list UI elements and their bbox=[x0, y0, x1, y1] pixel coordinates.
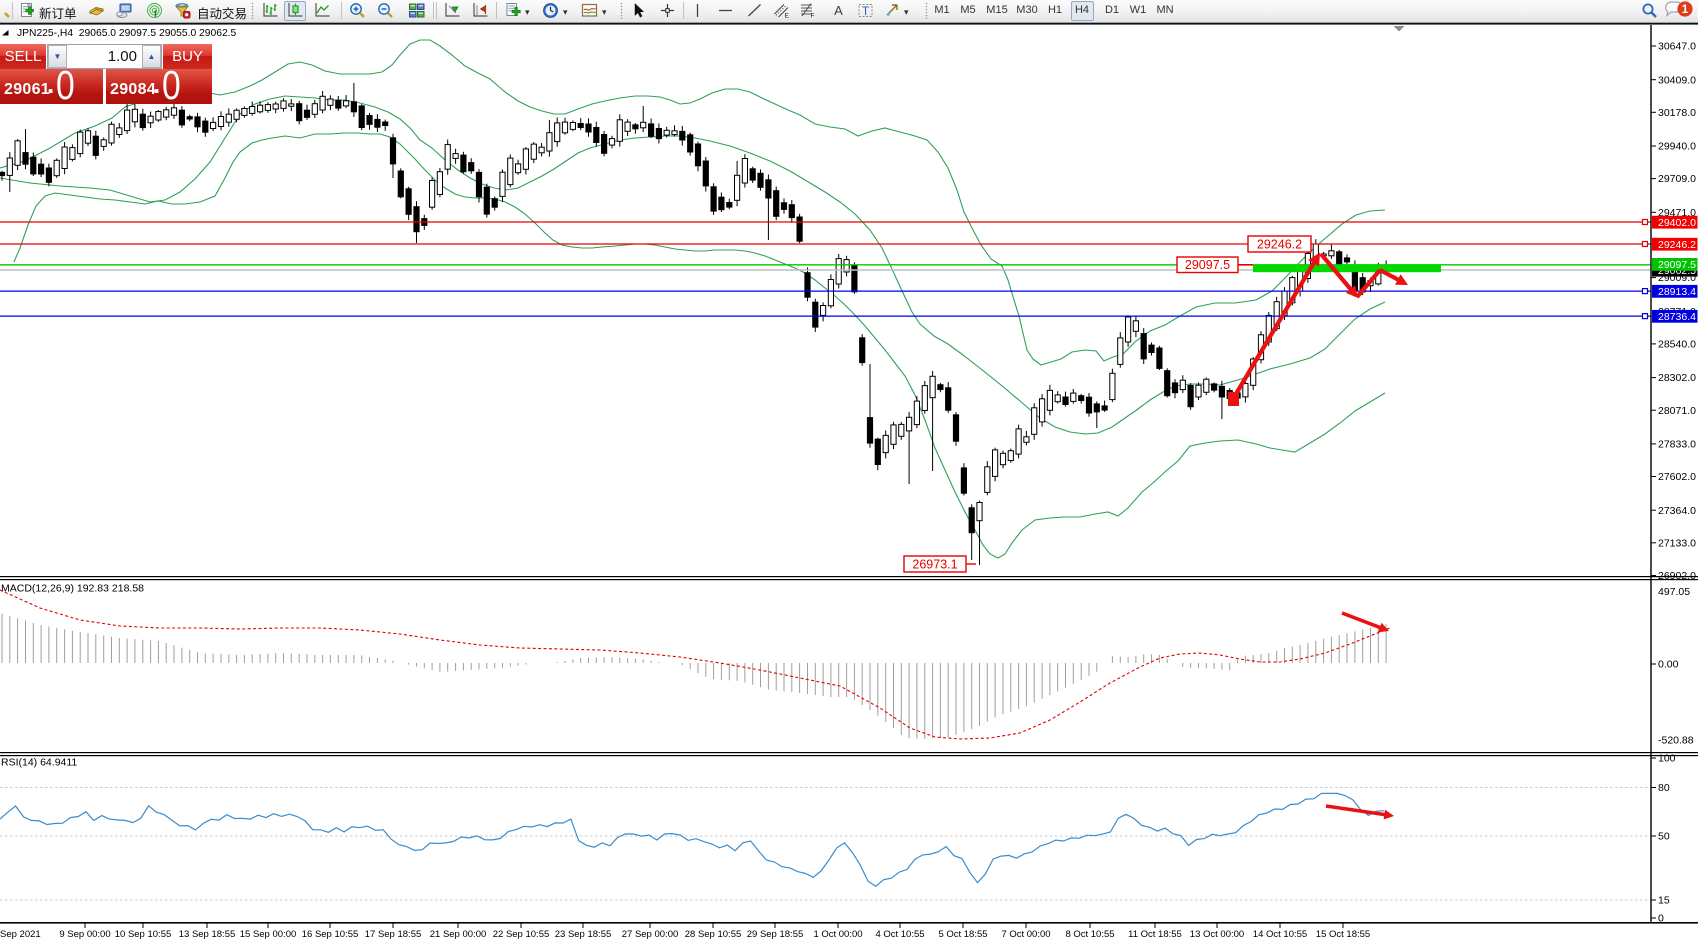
svg-text:28540.0: 28540.0 bbox=[1658, 339, 1696, 351]
svg-text:29246.2: 29246.2 bbox=[1257, 237, 1302, 251]
svg-text:11 Oct 18:55: 11 Oct 18:55 bbox=[1128, 929, 1182, 940]
svg-text:26973.1: 26973.1 bbox=[912, 557, 957, 571]
svg-text:29246.2: 29246.2 bbox=[1658, 239, 1696, 251]
svg-text:29097.5: 29097.5 bbox=[1658, 259, 1696, 271]
svg-text:-520.88: -520.88 bbox=[1658, 735, 1694, 747]
svg-text:29709.0: 29709.0 bbox=[1658, 173, 1696, 185]
svg-text:27 Sep 00:00: 27 Sep 00:00 bbox=[622, 929, 679, 940]
svg-text:27364.0: 27364.0 bbox=[1658, 505, 1696, 517]
svg-text:10 Sep 10:55: 10 Sep 10:55 bbox=[115, 929, 172, 940]
svg-text:15: 15 bbox=[1658, 895, 1670, 907]
svg-text:30409.0: 30409.0 bbox=[1658, 74, 1696, 86]
svg-text:0.00: 0.00 bbox=[1658, 659, 1679, 671]
svg-text:F: F bbox=[811, 13, 815, 20]
svg-text:MACD(12,26,9) 192.83 218.58: MACD(12,26,9) 192.83 218.58 bbox=[1, 583, 144, 595]
svg-text:23 Sep 18:55: 23 Sep 18:55 bbox=[555, 929, 612, 940]
svg-text:RSI(14) 64.9411: RSI(14) 64.9411 bbox=[1, 757, 77, 769]
svg-text:JPN225-,H4 29065.0 29097.5 29: JPN225-,H4 29065.0 29097.5 29055.0 29062… bbox=[17, 28, 237, 39]
svg-text:8 Oct 10:55: 8 Oct 10:55 bbox=[1065, 929, 1114, 940]
svg-text:28071.0: 28071.0 bbox=[1658, 405, 1696, 417]
svg-text:15 Oct 18:55: 15 Oct 18:55 bbox=[1316, 929, 1370, 940]
svg-text:A: A bbox=[834, 3, 843, 18]
svg-text:9 Sep 00:00: 9 Sep 00:00 bbox=[59, 929, 110, 940]
svg-text:28913.4: 28913.4 bbox=[1658, 286, 1696, 298]
svg-text:15 Sep 00:00: 15 Sep 00:00 bbox=[240, 929, 297, 940]
svg-text:21 Sep 00:00: 21 Sep 00:00 bbox=[430, 929, 487, 940]
svg-text:13 Sep 18:55: 13 Sep 18:55 bbox=[179, 929, 236, 940]
svg-text:27833.0: 27833.0 bbox=[1658, 439, 1696, 451]
svg-text:13 Oct 00:00: 13 Oct 00:00 bbox=[1190, 929, 1244, 940]
svg-text:22 Sep 10:55: 22 Sep 10:55 bbox=[493, 929, 550, 940]
svg-text:T: T bbox=[862, 4, 870, 18]
svg-text:0: 0 bbox=[1658, 913, 1664, 925]
svg-text:16 Sep 10:55: 16 Sep 10:55 bbox=[302, 929, 359, 940]
svg-text:27133.0: 27133.0 bbox=[1658, 537, 1696, 549]
svg-text:1: 1 bbox=[1682, 4, 1689, 16]
svg-text:30647.0: 30647.0 bbox=[1658, 41, 1696, 53]
svg-text:17 Sep 18:55: 17 Sep 18:55 bbox=[365, 929, 422, 940]
svg-text:80: 80 bbox=[1658, 782, 1670, 794]
svg-text:29097.5: 29097.5 bbox=[1185, 258, 1230, 272]
svg-text:26902.0: 26902.0 bbox=[1658, 570, 1696, 582]
svg-text:14 Oct 10:55: 14 Oct 10:55 bbox=[1253, 929, 1307, 940]
svg-text:29402.0: 29402.0 bbox=[1658, 217, 1696, 229]
svg-text:28 Sep 10:55: 28 Sep 10:55 bbox=[685, 929, 742, 940]
svg-text:28302.0: 28302.0 bbox=[1658, 372, 1696, 384]
svg-text:28736.4: 28736.4 bbox=[1658, 311, 1696, 323]
svg-text:50: 50 bbox=[1658, 831, 1670, 843]
svg-text:27602.0: 27602.0 bbox=[1658, 471, 1696, 483]
svg-text:7 Oct 00:00: 7 Oct 00:00 bbox=[1001, 929, 1050, 940]
svg-text:E: E bbox=[785, 13, 790, 20]
svg-text:Sep 2021: Sep 2021 bbox=[0, 929, 41, 940]
svg-text:30178.0: 30178.0 bbox=[1658, 107, 1696, 119]
svg-text:29 Sep 18:55: 29 Sep 18:55 bbox=[747, 929, 804, 940]
svg-text:100: 100 bbox=[1658, 753, 1676, 765]
svg-text:29940.0: 29940.0 bbox=[1658, 141, 1696, 153]
svg-text:4 Oct 10:55: 4 Oct 10:55 bbox=[875, 929, 924, 940]
svg-text:497.05: 497.05 bbox=[1658, 586, 1690, 598]
svg-text:5 Oct 18:55: 5 Oct 18:55 bbox=[938, 929, 987, 940]
svg-text:1 Oct 00:00: 1 Oct 00:00 bbox=[813, 929, 862, 940]
